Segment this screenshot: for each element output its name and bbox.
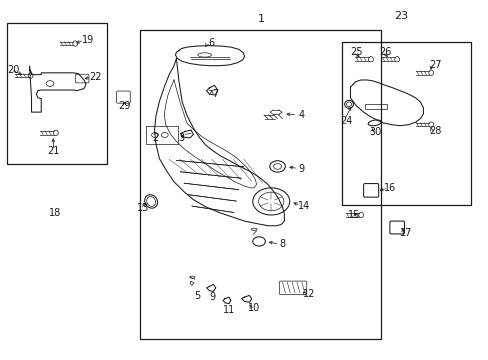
Text: 30: 30 bbox=[369, 127, 381, 138]
Text: 27: 27 bbox=[428, 60, 441, 70]
Bar bbox=[146, 126, 178, 144]
Text: 3: 3 bbox=[178, 133, 184, 143]
Text: 22: 22 bbox=[89, 72, 102, 82]
Text: 11: 11 bbox=[223, 305, 235, 315]
Text: 7: 7 bbox=[212, 89, 218, 99]
Text: 5: 5 bbox=[194, 291, 200, 301]
Text: 25: 25 bbox=[349, 47, 362, 57]
Text: 6: 6 bbox=[208, 38, 214, 48]
Text: 26: 26 bbox=[379, 47, 391, 57]
Text: 9: 9 bbox=[209, 292, 216, 302]
Text: 21: 21 bbox=[48, 146, 60, 156]
Text: 10: 10 bbox=[247, 303, 260, 313]
Text: 16: 16 bbox=[384, 183, 396, 193]
Text: 28: 28 bbox=[428, 126, 440, 136]
Text: 1: 1 bbox=[258, 14, 264, 23]
Text: 15: 15 bbox=[347, 210, 359, 220]
Text: 12: 12 bbox=[302, 289, 314, 299]
Text: 4: 4 bbox=[298, 110, 304, 120]
Text: 18: 18 bbox=[49, 208, 61, 218]
Bar bbox=[140, 30, 380, 339]
Text: 17: 17 bbox=[399, 228, 411, 238]
Bar bbox=[341, 42, 469, 205]
Text: 2: 2 bbox=[152, 133, 158, 143]
Bar bbox=[7, 23, 107, 164]
Text: 8: 8 bbox=[279, 239, 285, 249]
Text: 19: 19 bbox=[81, 35, 94, 45]
Text: 20: 20 bbox=[8, 65, 20, 75]
Text: 23: 23 bbox=[394, 11, 408, 21]
Text: 13: 13 bbox=[137, 203, 149, 213]
Bar bbox=[365, 104, 386, 109]
Text: 14: 14 bbox=[297, 201, 309, 211]
Text: 9: 9 bbox=[298, 163, 305, 174]
Text: 24: 24 bbox=[340, 116, 352, 126]
Text: 29: 29 bbox=[118, 102, 130, 111]
